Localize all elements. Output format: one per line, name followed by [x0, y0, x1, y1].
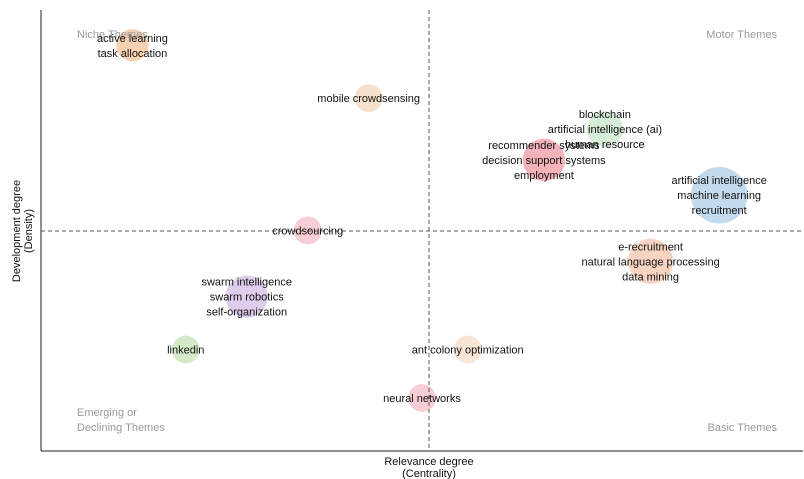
quadrant-label-motor: Motor Themes	[706, 29, 777, 41]
cluster-label: natural language processing	[581, 256, 719, 268]
quadrant-label-niche: Niche Themes	[77, 29, 148, 41]
cluster-bubble	[628, 238, 674, 284]
x-axis-subtitle: (Centrality)	[402, 468, 456, 479]
cluster-label: machine learning	[677, 190, 761, 202]
cluster-bubble	[116, 29, 149, 62]
y-axis-title: Development degree	[11, 180, 23, 282]
cluster-label: ant colony optimization	[412, 345, 524, 357]
cluster-label: artificial intelligence	[671, 175, 766, 187]
quadrant-label-basic: Basic Themes	[708, 422, 778, 434]
cluster-label: task allocation	[98, 48, 168, 60]
cluster-bubble	[225, 275, 268, 318]
y-axis-subtitle: (Density)	[23, 209, 35, 253]
cluster-label: decision support systems	[482, 155, 606, 167]
cluster-bubble	[453, 335, 482, 364]
x-axis-title: Relevance degree	[384, 456, 473, 468]
cluster-bubble	[171, 335, 200, 364]
cluster-label: swarm intelligence	[201, 277, 291, 289]
cluster-bubble	[586, 111, 623, 148]
cluster-label: mobile crowdsensing	[317, 93, 420, 105]
cluster-label: crowdsourcing	[272, 226, 343, 238]
quadrant-label-emerging-line2: Declining Themes	[77, 422, 165, 434]
cluster-label: linkedin	[167, 345, 204, 357]
cluster-bubble	[354, 84, 383, 113]
cluster-label: human resource	[565, 139, 645, 151]
cluster-bubble	[522, 138, 566, 182]
cluster-label: artificial intelligence (ai)	[548, 124, 662, 136]
cluster-label: self-organization	[206, 307, 287, 319]
quadrant-label-emerging-line1: Emerging or	[77, 407, 137, 419]
cluster-label: neural networks	[383, 393, 461, 405]
cluster-label: recommender systems	[488, 140, 600, 152]
cluster-label: data mining	[622, 271, 679, 283]
cluster-label: employment	[514, 170, 574, 182]
cluster-label: recruitment	[692, 205, 747, 217]
axes-layer	[40, 10, 803, 452]
cluster-labels-layer: active learning task allocation mobile cro…	[97, 33, 767, 405]
cluster-label: e-recruitment	[618, 241, 683, 253]
cluster-label: blockchain	[579, 109, 631, 121]
cluster-bubble	[690, 166, 748, 224]
cluster-label: swarm robotics	[210, 292, 284, 304]
cluster-label: active learning	[97, 33, 168, 45]
